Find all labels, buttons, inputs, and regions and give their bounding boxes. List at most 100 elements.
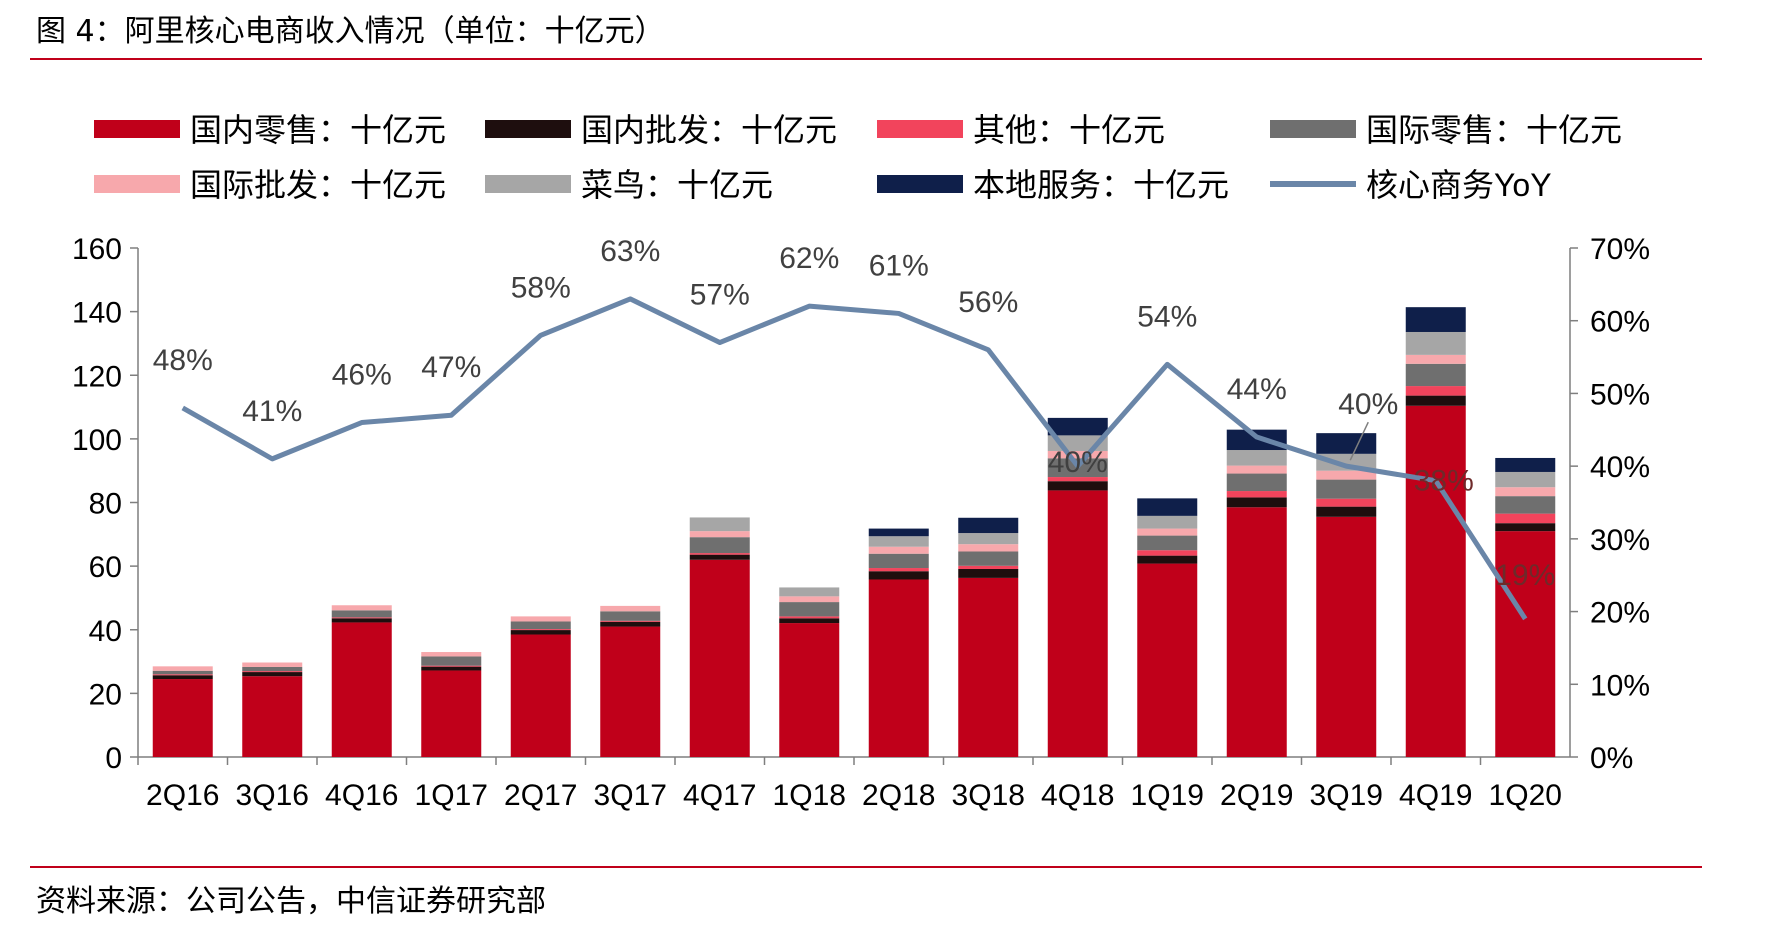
bar-segment [331,610,392,618]
bar-segment [1405,331,1466,355]
bar-segment [510,621,571,630]
bar-segment [689,553,750,555]
leader-line [1349,421,1369,461]
legend-swatch [877,120,963,138]
bar-segment [242,662,303,667]
bar-segment [779,596,840,603]
bar-segment [1316,470,1377,480]
y-tick-label: 80 [89,488,122,521]
bar-segment [1495,513,1556,524]
x-tick-label: 2Q16 [146,779,219,812]
bar-segment [1226,450,1287,466]
bars [152,307,1556,757]
yoy-label: 57% [690,279,750,312]
bar-segment [689,537,750,554]
y-tick-label: 100 [72,424,122,457]
yoy-label: 46% [332,359,392,392]
bar-segment [152,679,213,757]
bar-segment [421,670,482,757]
bar-segment [1047,477,1108,482]
y-tick-label: 20 [89,678,122,711]
bar-segment [1047,490,1108,757]
legend-label: 国内批发：十亿元 [581,112,837,148]
y2-tick-label: 30% [1590,524,1650,557]
legend-label: 本地服务：十亿元 [973,167,1229,203]
bar-segment [1316,498,1377,507]
legend-swatch [94,120,180,138]
bar-segment [779,602,840,617]
x-tick-label: 2Q17 [504,779,577,812]
bar-segment [868,536,929,547]
bar-segment [152,670,213,675]
bar-segment [1316,516,1377,757]
y2-tick-label: 20% [1590,597,1650,630]
bar-segment [1137,550,1198,556]
bar-segment [421,656,482,666]
bar-segment [868,546,929,554]
bar-segment [510,629,571,631]
bar-segment [958,544,1019,552]
legend-label: 菜鸟：十亿元 [581,167,773,203]
source-note: 资料来源：公司公告，中信证券研究部 [36,884,546,919]
bar-segment [1226,473,1287,492]
bar-segment [1495,496,1556,514]
bar-segment [1405,363,1466,387]
bar-segment [331,622,392,757]
bar-segment [1495,471,1556,488]
y2-tick-label: 60% [1590,306,1650,339]
bar-segment [421,666,482,671]
bar-segment [1137,535,1198,551]
legend-swatch [485,120,571,138]
y2-tick-label: 40% [1590,451,1650,484]
bar-segment [1405,354,1466,364]
bar-segment [958,533,1019,545]
yoy-label: 40% [1338,388,1398,421]
bar-segment [868,528,929,537]
bar-segment [1226,497,1287,508]
x-tick-label: 1Q19 [1131,779,1204,812]
x-tick-label: 4Q17 [683,779,756,812]
bar-segment [958,565,1019,569]
y-tick-label: 40 [89,615,122,648]
bar-segment [1495,531,1556,757]
bar-segment [1316,479,1377,499]
bar-segment [1226,429,1287,451]
bar-segment [242,671,303,673]
bar-segment [689,517,750,532]
bar-segment [600,605,661,612]
yoy-label: 56% [958,286,1018,319]
bar-segment [1405,405,1466,757]
bar-segment [868,568,929,572]
bar-segment [242,672,303,677]
x-tick-label: 4Q16 [325,779,398,812]
bar-segment [1495,523,1556,532]
bar-segment [689,559,750,757]
bar-segment [868,579,929,757]
bar-segment [1137,528,1198,536]
bar-segment [958,551,1019,566]
bar-segment [1047,481,1108,491]
yoy-label: 47% [421,351,481,384]
x-tick-label: 4Q19 [1399,779,1472,812]
bar-segment [152,675,213,680]
bar-segment [242,676,303,757]
y2-tick-label: 50% [1590,378,1650,411]
bar-segment [1495,487,1556,497]
legend-swatch [877,175,963,193]
bar-segment [331,605,392,611]
legend-label: 国际批发：十亿元 [190,167,446,203]
bar-segment [331,618,392,623]
bar-segment [689,531,750,538]
bar-segment [1405,386,1466,396]
bar-segment [1226,507,1287,757]
bar-segment [242,666,303,672]
yoy-label: 48% [153,344,213,377]
bar-segment [868,553,929,569]
x-tick-label: 1Q18 [773,779,846,812]
yoy-label: 54% [1137,300,1197,333]
bar-segment [421,652,482,657]
bar-segment [152,674,213,676]
x-tick-label: 3Q18 [952,779,1025,812]
x-tick-label: 2Q18 [862,779,935,812]
